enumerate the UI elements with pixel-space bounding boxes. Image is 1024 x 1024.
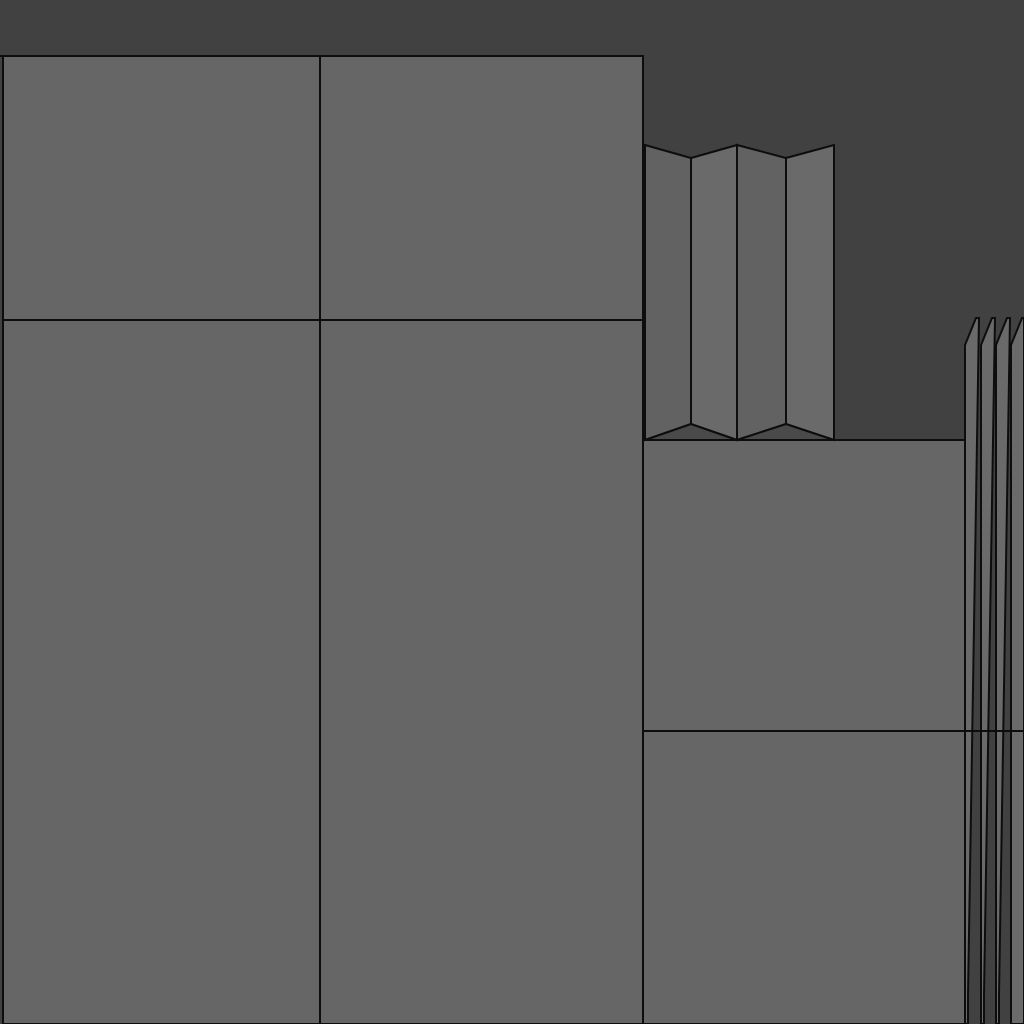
fold-facet-3[interactable] [736,143,787,442]
accordion-facet-group [644,143,835,442]
sliver-group [964,317,1024,1024]
panel-lower-center[interactable] [319,319,644,1024]
panel-upper-left[interactable] [2,55,321,321]
fold-facet-2[interactable] [690,143,738,442]
sliver-3[interactable] [995,317,1012,1024]
panel-lower-left[interactable] [2,319,321,1024]
sliver-1[interactable] [964,317,981,1024]
sliver-2[interactable] [980,317,997,1024]
panel-mid-right-upper[interactable] [642,439,966,732]
fold-facet-4[interactable] [785,143,835,442]
edge-outline-group [0,55,1024,1024]
fold-facet-1[interactable] [644,143,692,442]
panel-mid-right-lower[interactable] [642,730,966,1024]
panel-upper-right[interactable] [319,55,644,321]
sliver-4[interactable] [1010,317,1024,1024]
